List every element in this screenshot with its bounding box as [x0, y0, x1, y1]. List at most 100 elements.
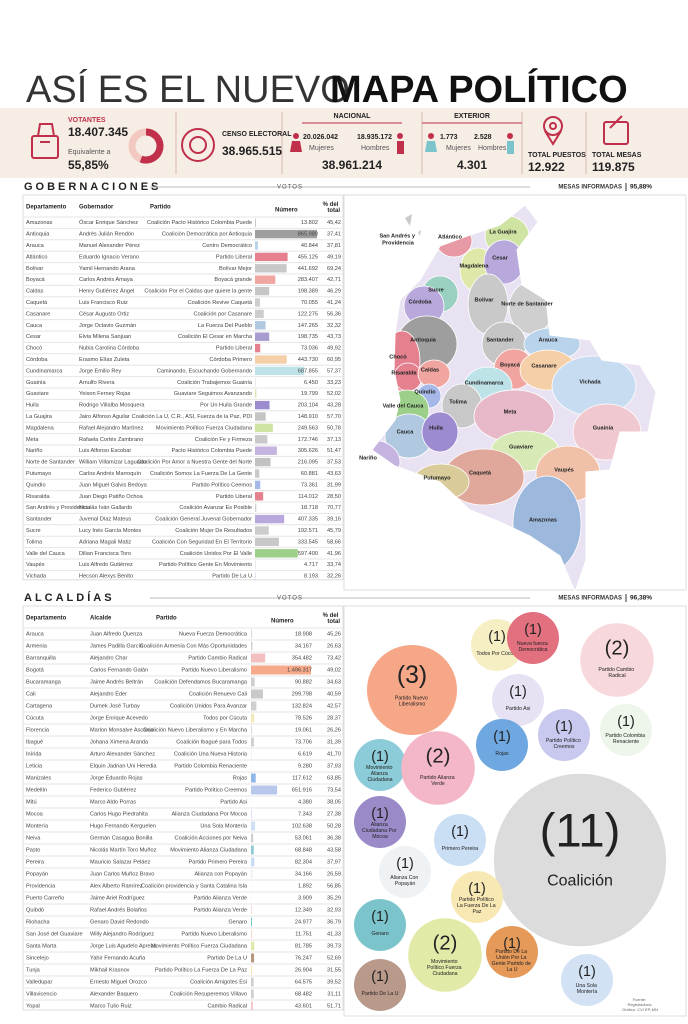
cell-party: Coalición General Juvenal Gobernador — [155, 517, 252, 523]
bubble-party: Alianza Ciudadana Por Mocoa — [362, 822, 398, 840]
cell-pct: 45,42 — [327, 220, 341, 226]
cell-votes: 216.095 — [298, 460, 318, 466]
cell-party: Partido Liberal — [216, 254, 252, 260]
cell-votes: 203.104 — [298, 403, 318, 409]
cell-votes: 651.916 — [292, 787, 312, 793]
cell-person: Juan Miguel Galvis Bedoya — [79, 482, 148, 488]
cell-pct: 50,28 — [327, 823, 341, 829]
vote-bar — [255, 571, 256, 581]
cell-person: Carlos Hugo Piedrahita — [90, 811, 149, 817]
cell-place: Bolívar — [26, 266, 44, 272]
cell-place: Chocó — [26, 346, 42, 352]
cell-votes: 865.980 — [298, 232, 318, 238]
vote-bar — [255, 389, 257, 398]
vote-bar — [251, 665, 311, 675]
cell-place: Cauca — [26, 323, 43, 329]
cell-party: Coalición Mujer De Resultados — [175, 528, 252, 534]
cell-pct: 37,53 — [327, 460, 341, 466]
cell-person: Jorge Eduardo Rojas — [90, 775, 143, 781]
map-region — [421, 411, 459, 453]
bubble-count: (1) — [503, 936, 520, 952]
cell-place: Norte de Santander — [26, 460, 75, 466]
bubble — [354, 959, 406, 1011]
cell-place: Florencia — [26, 727, 50, 733]
cell-votes: 597.400 — [298, 551, 318, 557]
cell-votes: 64.575 — [295, 979, 312, 985]
cell-person: Nubia Carolina Córdoba — [79, 346, 140, 352]
vote-bar — [251, 773, 256, 783]
cell-person: Carlos Andrés Amaya — [79, 277, 134, 283]
vote-bar — [251, 833, 254, 843]
cell-party: Coalición El Cesar en Marcha — [178, 334, 253, 340]
vote-bar — [255, 492, 264, 501]
map-label: Arauca — [539, 337, 559, 343]
bubble — [434, 814, 486, 866]
cell-place: Casanare — [26, 311, 50, 317]
cell-person: Arnulfo Rivera — [79, 380, 115, 386]
cell-pct: 26,26 — [327, 727, 341, 733]
cell-person: Dumek José Turbay — [90, 703, 140, 709]
map-label: Caldas — [421, 367, 439, 373]
vote-bar — [251, 989, 254, 999]
cell-party: Movimiento Político Fuerza Ciudadana — [151, 943, 248, 949]
cell-place: Armenia — [26, 643, 48, 649]
map-label: Casanare — [531, 363, 556, 369]
cell-pct: 31,55 — [327, 967, 341, 973]
vote-bar — [251, 785, 278, 795]
cell-person: Andrés Julián Rendón — [79, 232, 134, 238]
cell-place: Arauca — [26, 631, 45, 637]
cell-person: Willy Alejandro Rodríguez — [90, 931, 154, 937]
cell-pct: 63,85 — [327, 775, 341, 781]
cell-pct: 43,58 — [327, 847, 341, 853]
cell-pct: 52,02 — [327, 391, 341, 397]
cell-place: Caldas — [26, 289, 44, 295]
bubble — [476, 719, 528, 771]
cell-party: Caminando, Escuchando Gobernando — [157, 368, 252, 374]
cell-person: Jorge Emilio Rey — [79, 368, 121, 374]
map-label: La Guajira — [489, 229, 517, 235]
cell-votes: 81.785 — [295, 943, 312, 949]
vote-bar — [255, 332, 270, 341]
cell-place: Antioquia — [26, 232, 50, 238]
bubble — [451, 871, 503, 923]
cell-place: Montería — [26, 823, 49, 829]
cell-pct: 36,38 — [327, 835, 341, 841]
cell-place: Amazonas — [26, 220, 53, 226]
cell-pct: 52,69 — [327, 955, 341, 961]
cell-party: Coalición Fe y Firmeza — [195, 437, 253, 443]
cell-place: Valle del Cauca — [26, 551, 66, 557]
vote-bar — [251, 821, 256, 831]
cell-party: Partido Cambio Radical — [188, 655, 247, 661]
cell-person: Adriana Magali Matiz — [79, 539, 131, 545]
cell-party: Partido Liberal — [216, 346, 252, 352]
vote-bar — [255, 229, 317, 239]
cell-party: Coalición Recuperemos Villavo — [170, 991, 247, 997]
vote-bar — [255, 469, 260, 478]
cell-person: Hugo Fernando Kerguelen — [90, 823, 156, 829]
cell-person: Juvenal Díaz Mateus — [79, 517, 131, 523]
cell-place: Guaviare — [26, 391, 49, 397]
cell-votes: 4.717 — [304, 562, 318, 568]
cell-place: Tunja — [26, 967, 41, 973]
vote-bar — [251, 941, 255, 951]
cell-pct: 43,63 — [327, 471, 341, 477]
cell-pct: 39,52 — [327, 979, 341, 985]
cell-votes: 305.626 — [298, 448, 318, 454]
cell-person: Elvia Milena Sanjuan — [79, 334, 131, 340]
stat-label: TOTAL MESAS — [592, 152, 642, 159]
cell-place: Pasto — [26, 847, 40, 853]
vote-bar — [251, 689, 264, 699]
cell-party: Coalición Democrática por Antioquia — [162, 232, 253, 238]
bubble-count: (1) — [524, 622, 541, 638]
bubble-count: (1) — [451, 824, 468, 840]
cell-pct: 36,79 — [327, 919, 341, 925]
bubble — [379, 846, 431, 898]
vote-bar — [255, 298, 261, 307]
cell-votes: 73.706 — [295, 739, 312, 745]
cell-place: Vaupés — [26, 562, 45, 568]
cell-pct: 73,54 — [327, 787, 341, 793]
vote-bar — [251, 641, 253, 651]
bubble-party: Rojas — [495, 751, 509, 757]
cell-place: Huila — [26, 403, 40, 409]
stats-band — [0, 108, 688, 178]
